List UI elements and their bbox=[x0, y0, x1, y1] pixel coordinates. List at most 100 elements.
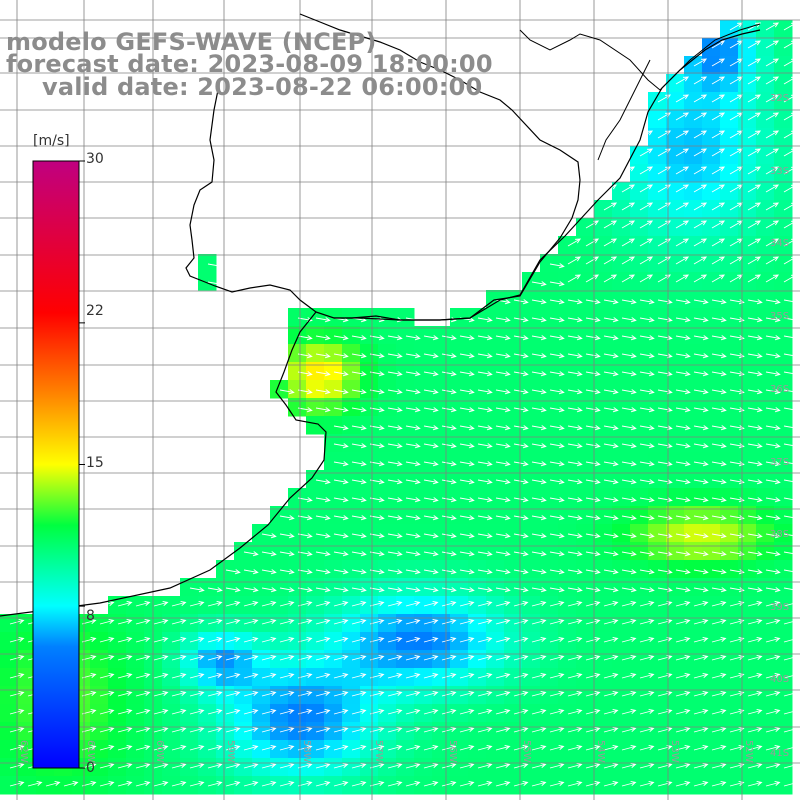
wind-speed-cell bbox=[306, 362, 325, 381]
wind-arrow bbox=[387, 461, 403, 467]
wind-arrow bbox=[765, 461, 781, 467]
wind-speed-cell bbox=[432, 326, 451, 345]
wind-speed-cell bbox=[252, 578, 271, 597]
wind-arrow bbox=[621, 335, 637, 341]
wind-speed-cell bbox=[756, 740, 775, 759]
wind-speed-cell bbox=[594, 434, 613, 453]
wind-arrow bbox=[333, 780, 349, 787]
wind-arrow bbox=[693, 256, 708, 265]
wind-arrow bbox=[765, 94, 780, 103]
wind-arrow bbox=[603, 600, 619, 607]
wind-speed-cell bbox=[450, 650, 469, 669]
wind-speed-cell bbox=[360, 434, 379, 453]
wind-speed-cell bbox=[648, 740, 667, 759]
wind-speed-cell bbox=[414, 470, 433, 489]
wind-arrow bbox=[783, 40, 798, 49]
wind-speed-cell bbox=[576, 290, 595, 309]
wind-speed-cell bbox=[468, 380, 487, 399]
wind-speed-cell bbox=[540, 776, 559, 795]
wind-speed-cell bbox=[558, 596, 577, 615]
wind-speed-cell bbox=[756, 488, 775, 507]
wind-speed-cell bbox=[306, 380, 325, 399]
wind-arrow bbox=[765, 335, 781, 341]
wind-arrow bbox=[621, 780, 637, 787]
wind-arrow bbox=[387, 654, 403, 661]
wind-arrow bbox=[711, 672, 727, 679]
wind-arrow bbox=[747, 238, 762, 247]
wind-speed-cell bbox=[324, 614, 343, 633]
wind-speed-cell bbox=[234, 614, 253, 633]
wind-speed-cell bbox=[540, 542, 559, 561]
wind-arrow bbox=[477, 407, 493, 413]
wind-speed-cell bbox=[522, 380, 541, 399]
wind-speed-cell bbox=[342, 542, 361, 561]
wind-speed-cell bbox=[504, 650, 523, 669]
wind-arrow bbox=[747, 762, 763, 769]
wind-speed-cell bbox=[612, 362, 631, 381]
wind-speed-cell bbox=[360, 380, 379, 399]
wind-speed-cell bbox=[648, 236, 667, 255]
wind-arrow bbox=[549, 708, 565, 715]
wind-speed-cell bbox=[252, 740, 271, 759]
wind-speed-cell bbox=[720, 650, 739, 669]
wind-speed-cell bbox=[738, 596, 757, 615]
wind-arrow bbox=[333, 690, 349, 697]
wind-speed-cell bbox=[756, 452, 775, 471]
wind-arrow bbox=[315, 533, 331, 539]
wind-arrow bbox=[675, 443, 691, 449]
wind-arrow bbox=[261, 744, 277, 751]
wind-arrow bbox=[585, 335, 601, 341]
wind-arrow bbox=[693, 425, 709, 431]
wind-arrow bbox=[567, 317, 583, 323]
wind-arrow bbox=[387, 600, 403, 607]
wind-speed-cell bbox=[450, 560, 469, 579]
wind-speed-cell bbox=[504, 740, 523, 759]
wind-arrow bbox=[693, 274, 708, 283]
wind-arrow bbox=[279, 690, 295, 697]
wind-arrow bbox=[531, 654, 547, 661]
wind-arrow bbox=[621, 425, 637, 431]
wind-arrow bbox=[675, 299, 691, 305]
wind-speed-cell bbox=[252, 614, 271, 633]
wind-arrow bbox=[387, 762, 403, 769]
wind-arrow bbox=[261, 533, 277, 539]
wind-arrow bbox=[477, 587, 493, 593]
wind-speed-cell bbox=[288, 704, 307, 723]
wind-speed-cell bbox=[378, 344, 397, 363]
wind-arrow bbox=[423, 600, 439, 607]
wind-arrow bbox=[585, 690, 601, 697]
wind-speed-cell bbox=[540, 254, 559, 273]
wind-speed-cell bbox=[324, 344, 343, 363]
wind-arrow bbox=[711, 479, 727, 485]
wind-speed-cell bbox=[702, 470, 721, 489]
wind-arrow bbox=[657, 479, 673, 485]
wind-speed-cell bbox=[342, 326, 361, 345]
wind-speed-cell bbox=[738, 380, 757, 399]
wind-speed-cell bbox=[756, 668, 775, 687]
wind-arrow bbox=[315, 587, 331, 593]
wind-speed-cell bbox=[306, 704, 325, 723]
wind-arrow bbox=[657, 569, 673, 575]
wind-speed-cell bbox=[18, 632, 37, 651]
wind-arrow bbox=[747, 407, 763, 413]
wind-speed-cell bbox=[756, 290, 775, 309]
wind-arrow bbox=[441, 587, 457, 593]
wind-speed-cell bbox=[720, 704, 739, 723]
wind-speed-cell bbox=[378, 434, 397, 453]
wind-arrow bbox=[405, 551, 421, 557]
wind-speed-cell bbox=[702, 488, 721, 507]
wind-arrow bbox=[387, 425, 403, 431]
wind-speed-cell bbox=[414, 326, 433, 345]
wind-arrow bbox=[657, 407, 673, 413]
wind-arrow bbox=[189, 587, 205, 593]
wind-arrow bbox=[729, 317, 745, 323]
wind-speed-cell bbox=[486, 650, 505, 669]
wind-speed-cell bbox=[0, 704, 19, 723]
wind-arrow bbox=[495, 636, 511, 643]
wind-arrow bbox=[279, 726, 295, 733]
wind-speed-cell bbox=[108, 614, 127, 633]
wind-speed-cell bbox=[414, 506, 433, 525]
wind-arrow bbox=[423, 335, 439, 341]
wind-speed-cell bbox=[360, 542, 379, 561]
wind-speed-cell bbox=[738, 434, 757, 453]
